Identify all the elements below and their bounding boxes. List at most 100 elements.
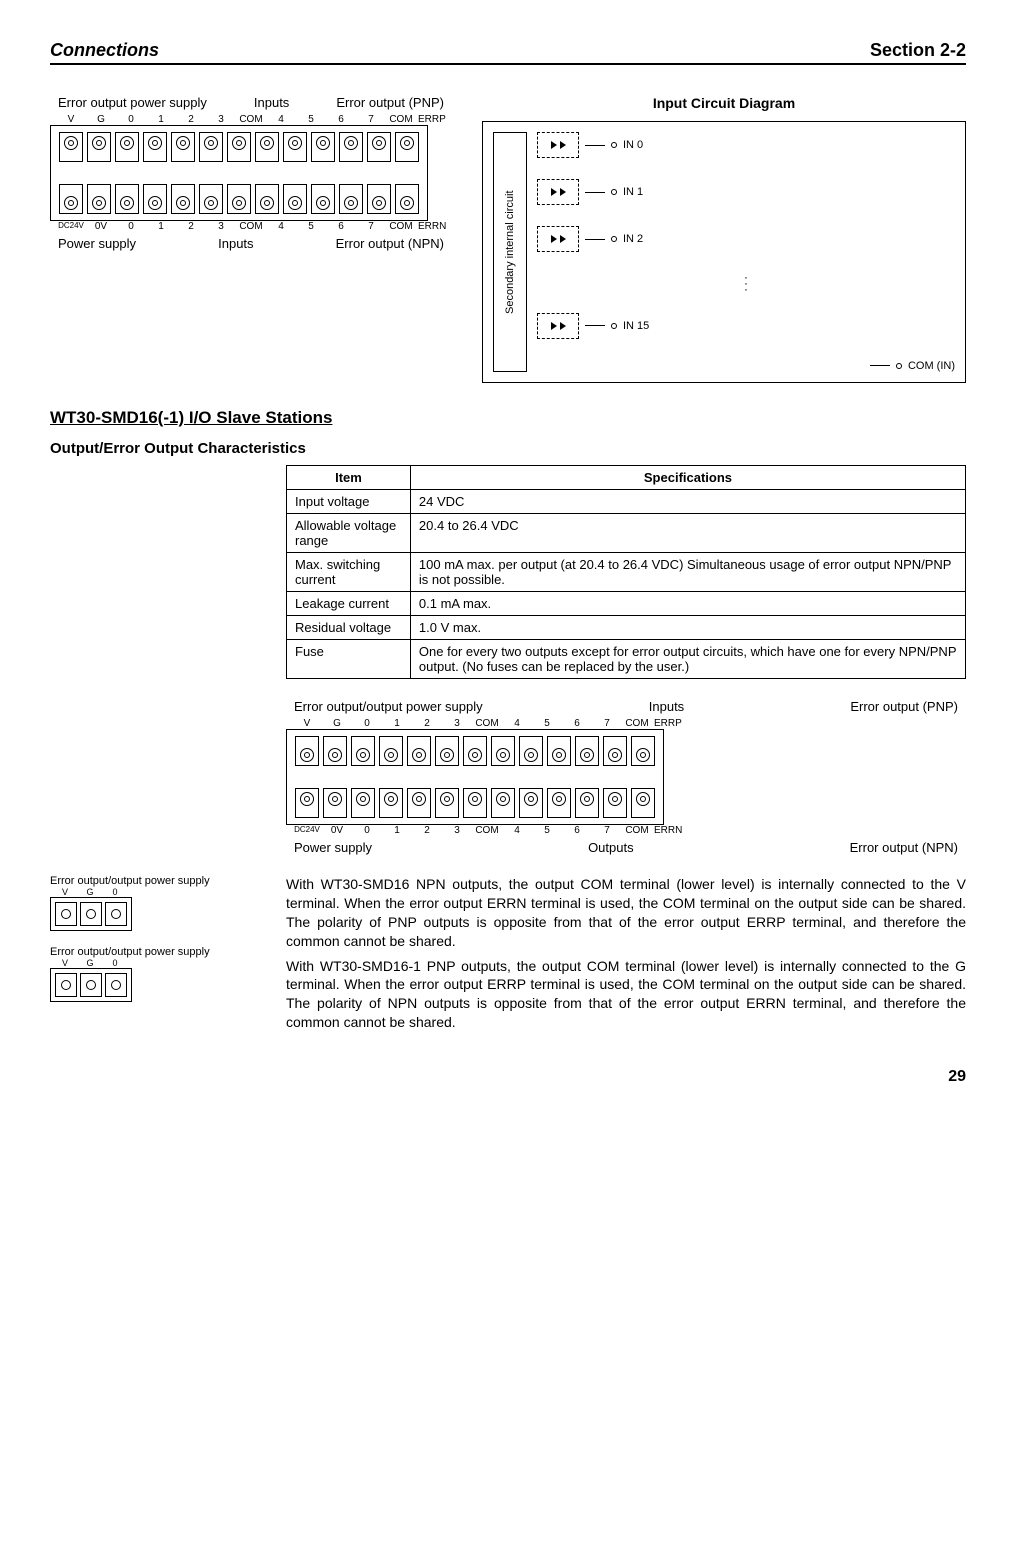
cell: 0.1 mA max. (410, 592, 965, 616)
terminal-block-2 (286, 729, 664, 825)
table-row: Input voltage24 VDC (287, 490, 966, 514)
annot-error-pnp-2: Error output (PNP) (850, 699, 958, 714)
label: 2 (414, 825, 440, 836)
table-row: Residual voltage1.0 V max. (287, 616, 966, 640)
optocoupler-icon (537, 313, 579, 339)
annot-outputs-2: Outputs (588, 840, 634, 855)
mini-block-1: Error output/output power supply V G 0 (50, 875, 266, 931)
label: 0V (324, 825, 350, 836)
table-row: Max. switching current100 mA max. per ou… (287, 553, 966, 592)
diagram2-labels-top: V G 0 1 2 3 COM 4 5 6 7 COM ERRP (286, 718, 966, 729)
terminal-cell (323, 736, 347, 766)
terminal-cell (367, 132, 391, 162)
label: 4 (504, 825, 530, 836)
terminal-cell (115, 184, 139, 214)
label: G (88, 114, 114, 125)
label: 0V (88, 221, 114, 232)
terminal-cell (55, 902, 77, 926)
terminal-cell (351, 736, 375, 766)
terminal-cell (105, 973, 127, 997)
label: 3 (444, 718, 470, 729)
terminal-cell (631, 788, 655, 818)
label: ERRN (418, 221, 444, 232)
label: 1 (384, 718, 410, 729)
terminal-cell (105, 902, 127, 926)
terminal-cell (491, 736, 515, 766)
terminal-cell (87, 184, 111, 214)
body-text: With WT30-SMD16 NPN outputs, the output … (286, 875, 966, 1038)
cell: 100 mA max. per output (at 20.4 to 26.4 … (410, 553, 965, 592)
input-circuit-diagram: Input Circuit Diagram Secondary internal… (482, 95, 966, 383)
label: ERRP (654, 718, 680, 729)
terminal-cell (367, 184, 391, 214)
section-title: WT30-SMD16(-1) I/O Slave Stations (50, 408, 966, 428)
terminal-cell (295, 736, 319, 766)
cell: Allowable voltage range (287, 514, 411, 553)
th-spec: Specifications (410, 466, 965, 490)
mini-terminals-2 (50, 968, 132, 1002)
annot-inputs-bottom: Inputs (218, 236, 253, 251)
terminal-diagram-2: Error output/output power supply Inputs … (286, 699, 966, 855)
terminal-cell (491, 788, 515, 818)
circuit-inputs-column: IN 0 IN 1 IN 2 ··· IN 15 COM (IN) (537, 132, 955, 372)
label: 5 (298, 221, 324, 232)
terminal-cell (395, 132, 419, 162)
cell: 20.4 to 26.4 VDC (410, 514, 965, 553)
label: 4 (268, 114, 294, 125)
label: 4 (268, 221, 294, 232)
terminal-cell (379, 788, 403, 818)
annot-inputs: Inputs (254, 95, 289, 110)
header-left: Connections (50, 40, 159, 61)
label: V (54, 887, 76, 897)
terminal-diagram-1: Error output power supply Inputs Error o… (50, 95, 452, 383)
label: 5 (298, 114, 324, 125)
label: G (79, 887, 101, 897)
label: 0 (118, 114, 144, 125)
label: 4 (504, 718, 530, 729)
label: 3 (208, 221, 234, 232)
label: G (324, 718, 350, 729)
terminal-cell (547, 788, 571, 818)
terminal-cell (171, 132, 195, 162)
terminal-cell (143, 184, 167, 214)
terminal-cell (519, 736, 543, 766)
terminal-cell (199, 132, 223, 162)
label: 1 (148, 221, 174, 232)
terminal-cell (311, 184, 335, 214)
terminal-cell (283, 184, 307, 214)
annot-power-2: Power supply (294, 840, 372, 855)
terminal-row-bottom-2 (287, 782, 663, 824)
optocoupler-icon (537, 132, 579, 158)
table-row: Allowable voltage range20.4 to 26.4 VDC (287, 514, 966, 553)
mini-labels-1: V G 0 (50, 887, 266, 897)
label: DC24V (58, 221, 84, 232)
header-right: Section 2-2 (870, 40, 966, 61)
terminal-cell (80, 902, 102, 926)
circuit-row: IN 2 (537, 226, 955, 252)
label: COM (388, 221, 414, 232)
label: 1 (148, 114, 174, 125)
label: ERRN (654, 825, 680, 836)
diagram2-labels-bottom: DC24V 0V 0 1 2 3 COM 4 5 6 7 COM ERRN (286, 825, 966, 836)
label: 7 (358, 114, 384, 125)
circuit-box: Secondary internal circuit IN 0 IN 1 IN … (482, 121, 966, 383)
terminal-cell (339, 184, 363, 214)
annot-error-pnp: Error output (PNP) (336, 95, 444, 110)
label: 2 (414, 718, 440, 729)
mini-diagrams: Error output/output power supply V G 0 E… (50, 875, 266, 1038)
terminal-cell (603, 788, 627, 818)
label: 0 (104, 958, 126, 968)
annot-error-npn: Error output (NPN) (336, 236, 444, 251)
terminal-cell (311, 132, 335, 162)
terminal-cell (407, 788, 431, 818)
diagram2-annot-bottom: Power supply Outputs Error output (NPN) (286, 840, 966, 855)
terminal-row-top (51, 126, 427, 168)
diagram2-annot-top: Error output/output power supply Inputs … (286, 699, 966, 714)
diagram1-labels-top: V G 0 1 2 3 COM 4 5 6 7 COM ERRP (50, 114, 452, 125)
label: V (58, 114, 84, 125)
terminal-cell (295, 788, 319, 818)
secondary-internal-circuit: Secondary internal circuit (493, 132, 527, 372)
page-header: Connections Section 2-2 (50, 40, 966, 65)
label: 6 (328, 221, 354, 232)
terminal-cell (171, 184, 195, 214)
